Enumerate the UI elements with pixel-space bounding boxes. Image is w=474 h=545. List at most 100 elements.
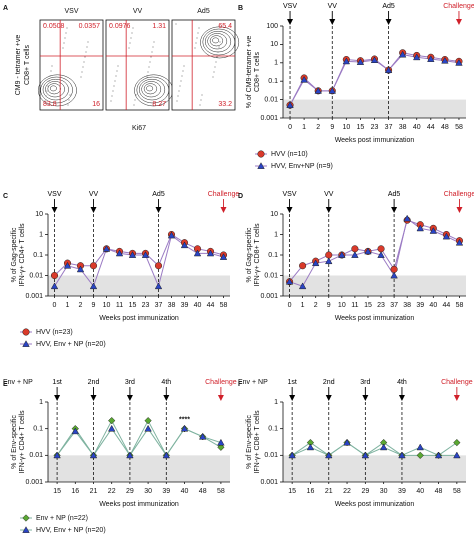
x-tick-label: 38 — [399, 124, 407, 131]
data-point — [108, 416, 116, 425]
x-tick-label: 9 — [92, 302, 96, 309]
event-arrowhead — [155, 207, 162, 213]
event-label: 1st — [287, 379, 296, 386]
event-dot — [48, 80, 50, 82]
x-tick-label: 23 — [371, 124, 379, 131]
event-label: 1st — [52, 379, 61, 386]
data-point — [71, 427, 80, 435]
x-tick-label: 39 — [162, 488, 170, 495]
event-dot — [199, 104, 201, 106]
event-dot — [129, 42, 131, 44]
x-tick-label: 40 — [429, 302, 437, 309]
event-arrowhead — [126, 395, 133, 401]
event-dot — [68, 99, 70, 101]
x-tick-label: 29 — [126, 488, 134, 495]
event-arrowhead — [325, 207, 332, 213]
x-tick-label: 9 — [327, 302, 331, 309]
panel-letter: F — [238, 381, 243, 388]
data-point — [314, 87, 322, 94]
y-axis-label: CD8+ T cells — [254, 52, 261, 93]
x-tick-label: 2 — [79, 302, 83, 309]
x-axis-label: Weeks post immunization — [99, 315, 179, 322]
event-dot — [130, 37, 132, 39]
x-tick-label: 0 — [288, 124, 292, 131]
event-dot — [110, 100, 112, 102]
data-point — [356, 58, 365, 65]
data-point — [206, 249, 215, 257]
density-contour — [212, 37, 220, 44]
event-label: Challenge — [443, 3, 474, 10]
data-point — [154, 282, 163, 290]
data-point — [89, 262, 98, 270]
data-point — [441, 56, 449, 64]
legend-label: Env + NP (n=22) — [36, 515, 88, 522]
flow-plot-title: Ad5 — [197, 8, 210, 15]
data-point — [379, 443, 388, 451]
data-point — [455, 238, 464, 246]
y-axis-label: % of CM9-tetramer +ve — [246, 36, 253, 109]
flow-plot-title: VSV — [64, 8, 78, 15]
x-tick-label: 39 — [416, 302, 424, 309]
quadrant-percent: 1.31 — [152, 23, 166, 30]
y-tick-label: 0.001 — [25, 479, 43, 486]
event-arrowhead — [51, 207, 58, 213]
quadrant-percent: 65.4 — [218, 23, 232, 30]
y-tick-label: 1 — [39, 399, 43, 406]
group-label: Env + NP — [238, 379, 268, 386]
x-tick-label: 44 — [427, 124, 435, 131]
y-tick-label: 1 — [39, 231, 43, 238]
x-tick-label: 11 — [351, 302, 358, 309]
event-dot — [81, 71, 83, 73]
x-tick-label: 48 — [435, 488, 443, 495]
event-arrowhead — [54, 395, 61, 401]
x-tick-label: 37 — [390, 302, 398, 309]
event-dot — [146, 76, 148, 78]
data-point — [384, 66, 393, 74]
x-tick-label: 58 — [220, 302, 228, 309]
data-point — [154, 262, 163, 270]
legend-label: HVV, Env + NP (n=20) — [36, 527, 106, 534]
event-label: 3rd — [360, 379, 370, 386]
background-band — [48, 275, 230, 296]
data-point — [299, 262, 307, 270]
data-point — [217, 438, 225, 446]
data-point — [128, 251, 137, 258]
event-dot — [117, 65, 119, 67]
event-arrowhead — [217, 395, 224, 401]
quadrant-percent: 0.0976 — [109, 23, 131, 30]
event-dot — [133, 104, 135, 106]
x-tick-label: 15 — [288, 488, 296, 495]
x-axis-label: Weeks post immunization — [335, 501, 415, 508]
event-dot — [87, 41, 89, 43]
event-dot — [195, 42, 197, 44]
density-contour — [141, 81, 162, 98]
y-axis-label: % of Gag-specific — [246, 227, 253, 282]
event-dot — [175, 23, 177, 25]
x-tick-label: 44 — [442, 302, 450, 309]
event-arrowhead — [90, 395, 97, 401]
data-point — [53, 451, 61, 459]
data-point — [434, 451, 443, 459]
event-arrowhead — [456, 207, 463, 213]
x-tick-label: 15 — [129, 302, 137, 309]
y-tick-label: 0.01 — [29, 272, 43, 279]
y-tick-label: 0.001 — [260, 115, 278, 122]
quadrant-percent: 8.27 — [152, 101, 166, 108]
y-axis-label: IFN-γ+ CD8+ T cells — [254, 410, 261, 474]
y-tick-label: 0.1 — [33, 426, 43, 433]
x-tick-label: 58 — [455, 124, 463, 131]
x-tick-label: 16 — [307, 488, 315, 495]
x-tick-label: 0 — [288, 302, 292, 309]
x-tick-label: 15 — [357, 124, 365, 131]
event-dot — [181, 75, 183, 77]
y-tick-label: 1 — [274, 60, 278, 67]
data-point — [351, 245, 359, 253]
event-dot — [216, 56, 218, 58]
x-tick-label: 15 — [53, 488, 61, 495]
y-tick-label: 0.1 — [268, 252, 278, 259]
event-dot — [66, 27, 68, 29]
series-line — [56, 419, 222, 457]
y-tick-label: 100 — [266, 23, 278, 30]
x-tick-label: 58 — [217, 488, 225, 495]
